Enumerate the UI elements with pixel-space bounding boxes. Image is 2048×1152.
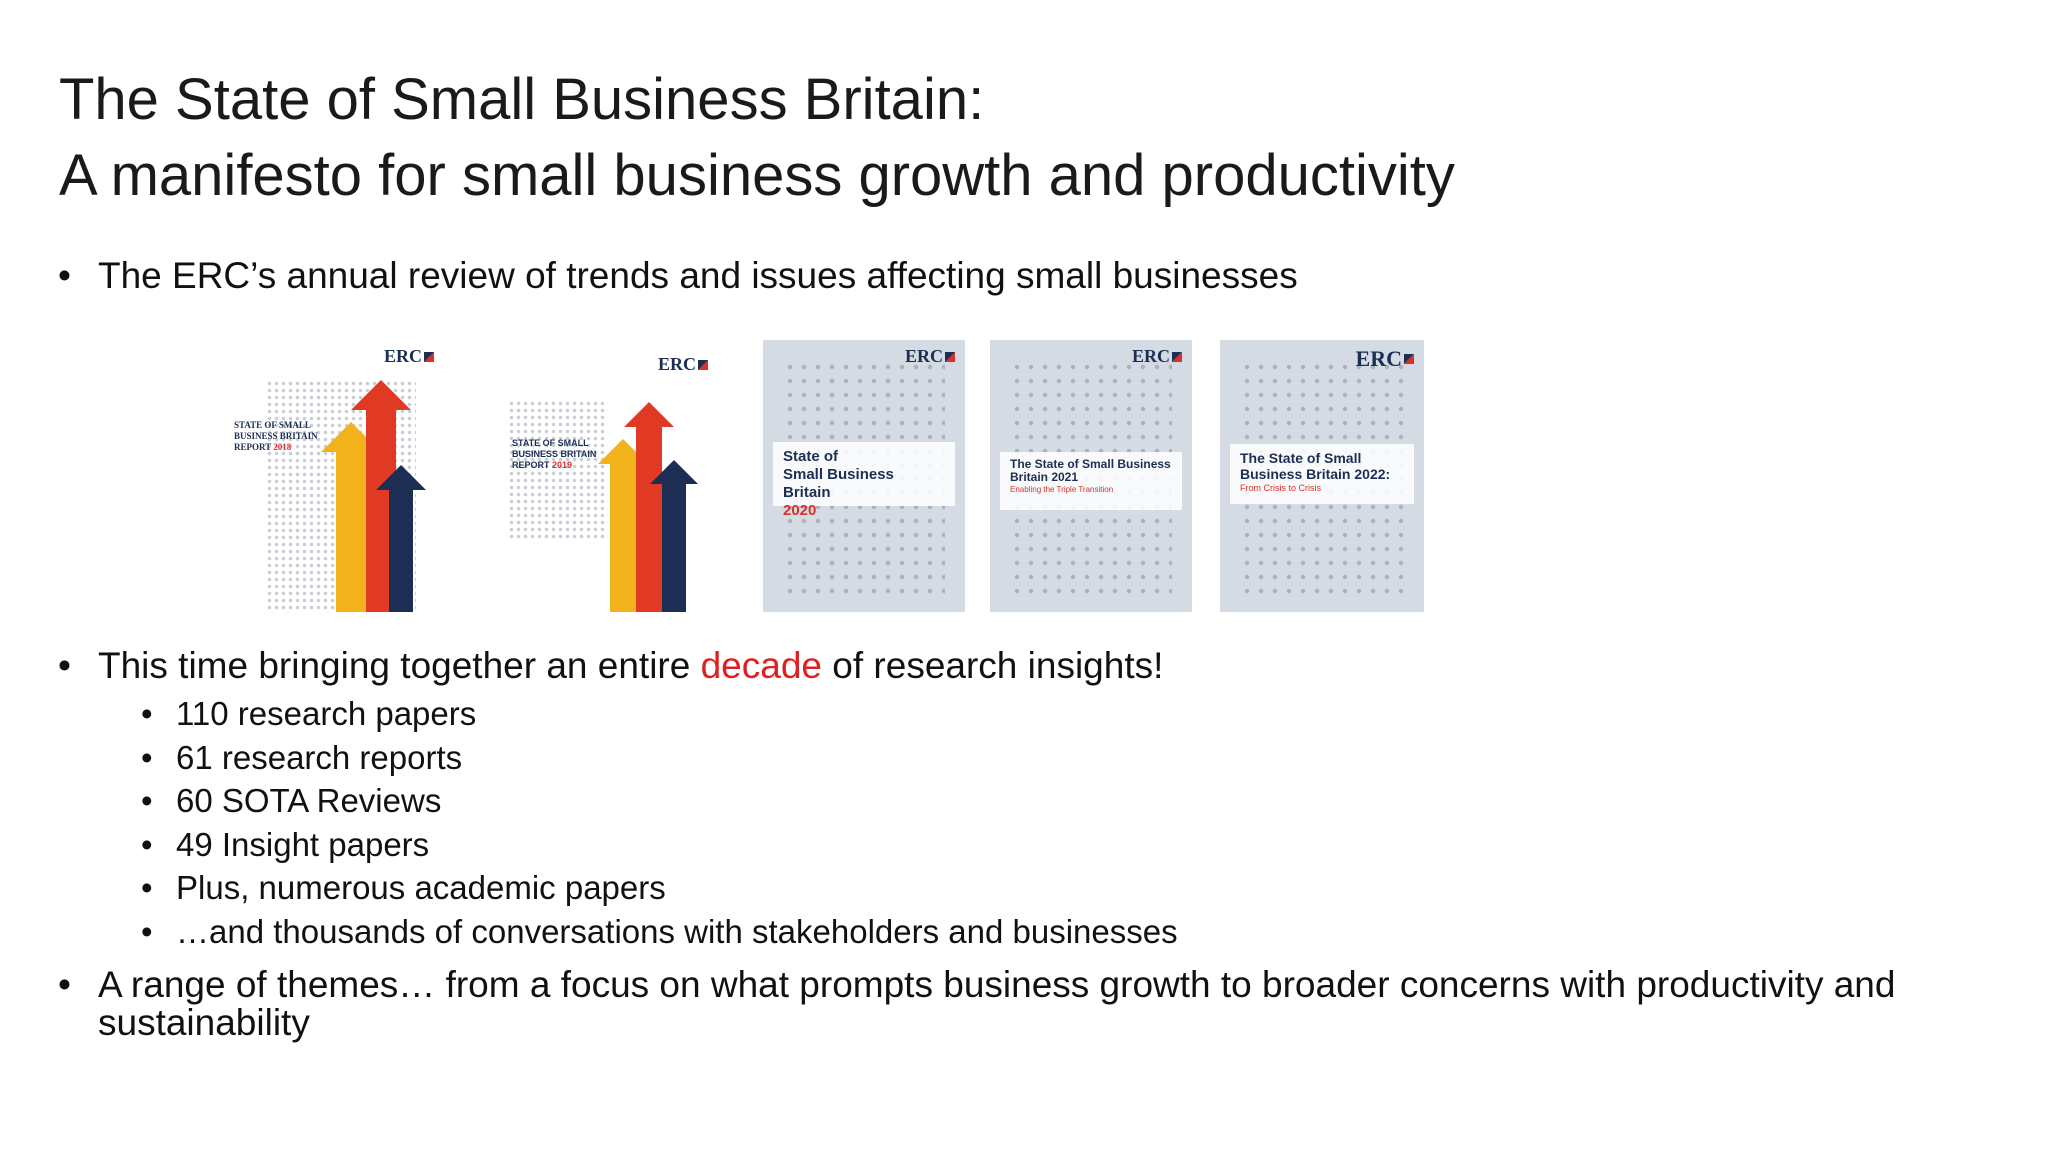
slide-title-line-1: The State of Small Business Britain: xyxy=(59,67,985,132)
decade-highlight: decade xyxy=(700,645,822,686)
cover-title: STATE OF SMALL BUSINESS BRITAIN REPORT 2… xyxy=(512,438,597,470)
list-item: Plus, numerous academic papers xyxy=(141,866,1178,910)
slide-title: The State of Small Business Britain: A m… xyxy=(59,62,1455,214)
list-item: 49 Insight papers xyxy=(141,823,1178,867)
list-item: …and thousands of conversations with sta… xyxy=(141,910,1178,954)
research-outputs-list: 110 research papers 61 research reports … xyxy=(141,692,1178,954)
bullet-decade-pre: This time bringing together an entire xyxy=(98,645,701,686)
report-cover-2021: ERC The State of Small Business Britain … xyxy=(990,340,1192,612)
report-cover-2018: ERC STATE OF SMALL BUSINESS BRITAIN REPO… xyxy=(226,340,436,612)
report-cover-2019: ERC STATE OF SMALL BUSINESS BRITAIN REPO… xyxy=(508,340,720,612)
bullet-intro: The ERC’s annual review of trends and is… xyxy=(58,254,1298,298)
report-cover-2020: ERC State of Small Business Britain 2020 xyxy=(763,340,965,612)
arrows-graphic xyxy=(321,380,426,612)
erc-logo: ERC xyxy=(658,354,708,375)
cover-banner: The State of Small Business Britain 2022… xyxy=(1230,444,1414,504)
cover-pattern xyxy=(508,400,608,540)
bullet-decade: This time bringing together an entire de… xyxy=(58,644,1164,688)
erc-logo: ERC xyxy=(1132,346,1182,367)
arrows-graphic xyxy=(598,402,698,612)
erc-logo: ERC xyxy=(1356,346,1414,372)
list-item: 60 SOTA Reviews xyxy=(141,779,1178,823)
bullet-decade-post: of research insights! xyxy=(822,645,1164,686)
slide-title-line-2: A manifesto for small business growth an… xyxy=(59,143,1455,208)
erc-logo: ERC xyxy=(905,346,955,367)
list-item: 61 research reports xyxy=(141,736,1178,780)
list-item: 110 research papers xyxy=(141,692,1178,736)
erc-logo: ERC xyxy=(384,346,434,367)
cover-title: STATE OF SMALL BUSINESS BRITAIN REPORT 2… xyxy=(234,420,318,452)
cover-banner: State of Small Business Britain 2020 xyxy=(773,442,955,519)
report-cover-2022: ERC The State of Small Business Britain … xyxy=(1220,340,1424,612)
bullet-themes: A range of themes… from a focus on what … xyxy=(58,966,1898,1042)
cover-banner: The State of Small Business Britain 2021… xyxy=(1000,452,1182,510)
